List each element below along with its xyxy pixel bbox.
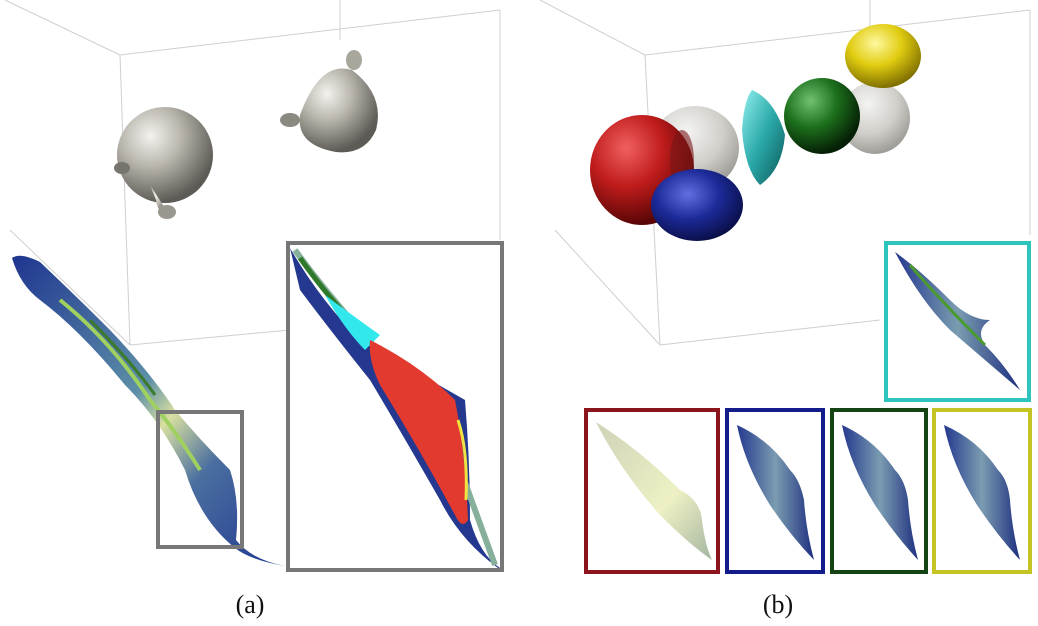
slice-frame-red [584, 408, 720, 574]
zoom-inset-a [286, 241, 504, 572]
caption-a: (a) [236, 590, 265, 619]
panel-a: (a) [4, 0, 504, 619]
bounding-box-b [539, 0, 1031, 346]
yellow-blob [845, 24, 921, 88]
gray-droplet-left [114, 107, 213, 219]
slice-frame-teal [884, 241, 1031, 402]
green-blob [784, 78, 860, 154]
inset-marker-a [156, 410, 244, 549]
slice-frame-yellow [932, 408, 1032, 574]
sheet-slice-a [12, 255, 285, 566]
bounding-box-a [4, 0, 501, 346]
slice-frame-green [830, 408, 928, 574]
gray-droplet-back-right [840, 82, 910, 154]
teal-shard [742, 90, 785, 185]
caption-b: (b) [763, 590, 793, 619]
panel-b: (b) [539, 0, 1032, 619]
slice-frame-blue [725, 408, 825, 574]
blue-blob [651, 169, 743, 241]
gray-droplet-right [280, 50, 378, 153]
